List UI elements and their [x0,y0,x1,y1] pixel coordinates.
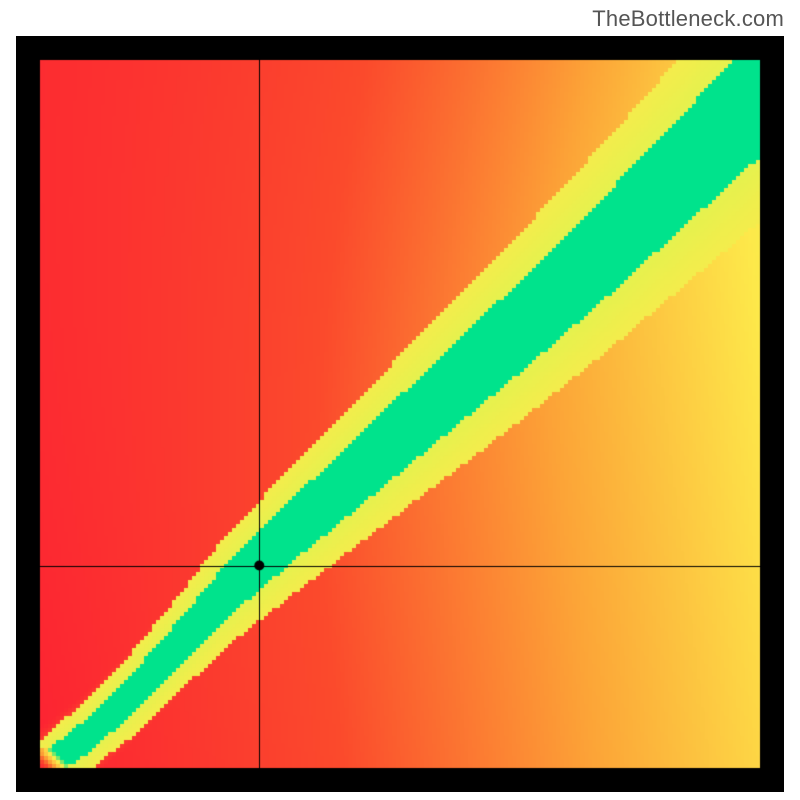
bottleneck-heatmap [16,36,784,792]
chart-container: TheBottleneck.com [0,0,800,800]
watermark-label: TheBottleneck.com [592,6,784,32]
